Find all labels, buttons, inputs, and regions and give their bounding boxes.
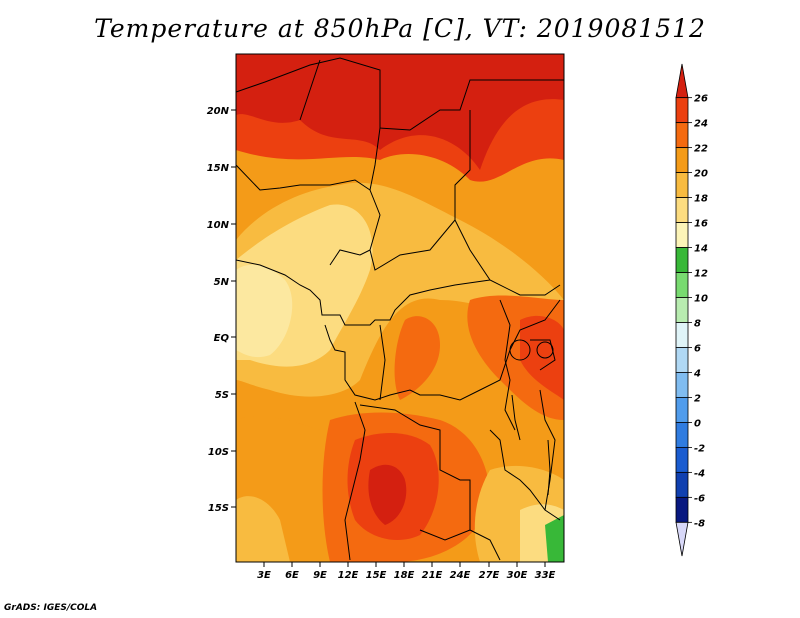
lat-label: 10S xyxy=(208,447,229,458)
lon-axis xyxy=(263,562,546,567)
colorbar-level-label: 4 xyxy=(693,368,701,379)
lat-label: 5S xyxy=(215,390,229,401)
lon-label: 9E xyxy=(313,570,327,581)
colorbar-swatch xyxy=(675,471,689,498)
colorbar-level-label: 10 xyxy=(694,294,708,305)
colorbar-swatch xyxy=(675,172,689,198)
lon-label: 15E xyxy=(366,570,387,581)
lat-label: 20N xyxy=(207,106,230,117)
colorbar-swatch xyxy=(675,397,689,423)
colorbar-arrow-top xyxy=(675,63,689,99)
colorbar-arrow-bottom xyxy=(675,521,689,557)
colorbar-swatch xyxy=(675,247,689,273)
colorbar-level-label: 20 xyxy=(694,169,708,180)
lat-label: EQ xyxy=(214,333,230,344)
colorbar-level-label: 26 xyxy=(694,94,708,105)
colorbar-level-label: 24 xyxy=(694,119,708,130)
colorbar-swatch xyxy=(675,422,689,448)
lakes xyxy=(509,339,554,496)
lon-label: 27E xyxy=(479,570,500,581)
lat-label: 15S xyxy=(208,503,229,514)
credit-text: GrADS: IGES/COLA xyxy=(4,603,98,613)
lat-axis xyxy=(231,109,236,508)
colorbar xyxy=(675,63,689,557)
colorbar-swatch xyxy=(675,147,689,174)
colorbar-swatch xyxy=(675,272,689,298)
page-title: Temperature at 850hPa [C], VT: 201908151… xyxy=(94,14,706,43)
colorbar-swatch xyxy=(675,297,689,323)
colorbar-swatch xyxy=(675,122,689,149)
colorbar-level-label: 16 xyxy=(694,219,708,230)
colorbar-level-label: -8 xyxy=(694,518,705,529)
colorbar-level-label: 0 xyxy=(694,418,701,429)
colorbar-swatch xyxy=(675,446,689,473)
colorbar-swatch xyxy=(675,222,689,248)
colorbar-swatch xyxy=(675,97,689,124)
colorbar-level-label: 6 xyxy=(694,343,701,354)
colorbar-level-label: -2 xyxy=(694,443,705,454)
colorbar-level-label: 8 xyxy=(694,318,701,329)
colorbar-swatch xyxy=(675,372,689,398)
colorbar-level-label: 22 xyxy=(694,144,708,155)
colorbar-swatch xyxy=(675,322,689,348)
colorbar-level-label: -4 xyxy=(694,468,705,479)
lon-label: 30E xyxy=(507,570,528,581)
lon-label: 12E xyxy=(338,570,359,581)
colorbar-level-label: 14 xyxy=(694,244,708,255)
colorbar-level-label: 18 xyxy=(694,194,708,205)
colorbar-level-label: 12 xyxy=(694,269,708,280)
lat-label: 15N xyxy=(207,163,230,174)
colorbar-swatch xyxy=(675,347,689,373)
lat-label: 5N xyxy=(214,277,230,288)
lon-label: 21E xyxy=(422,570,443,581)
lon-label: 3E xyxy=(257,570,271,581)
colorbar-level-label: -6 xyxy=(694,493,705,504)
colorbar-swatch xyxy=(675,197,689,223)
lon-label: 6E xyxy=(285,570,299,581)
lat-label: 10N xyxy=(207,220,230,231)
map-frame xyxy=(235,53,565,563)
lon-label: 33E xyxy=(535,570,556,581)
temperature-field xyxy=(236,54,564,562)
colorbar-swatch xyxy=(675,496,689,523)
colorbar-level-label: 2 xyxy=(694,393,701,404)
lon-label: 18E xyxy=(394,570,415,581)
lon-label: 24E xyxy=(450,570,471,581)
